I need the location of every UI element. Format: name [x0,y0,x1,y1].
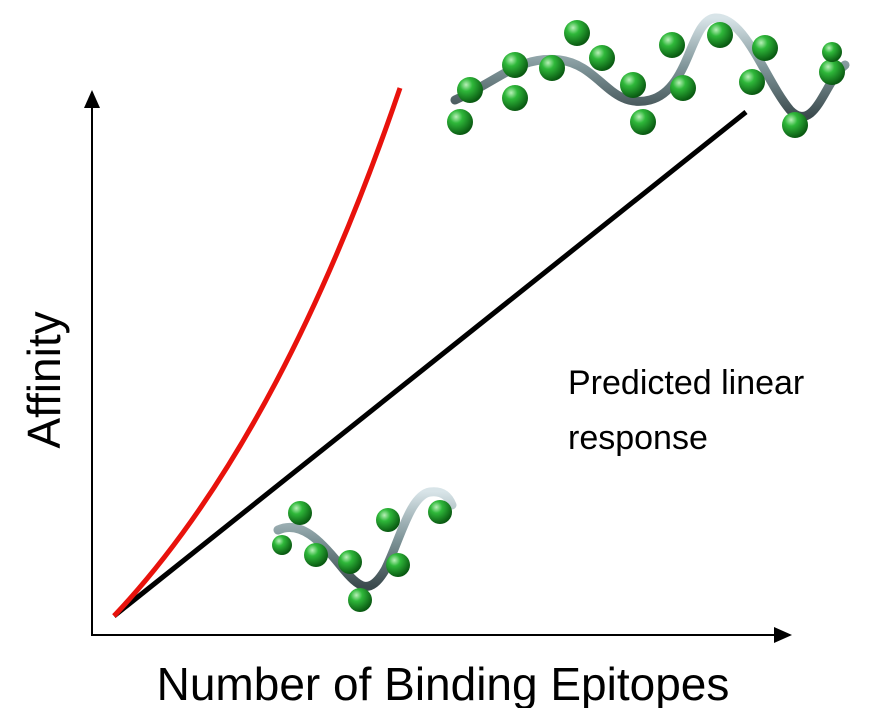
annotation-line: response [568,419,708,457]
y-axis-label: Affinity [18,311,70,448]
annotation-line: Predicted linear [568,364,804,402]
x-axis-label: Number of Binding Epitopes [157,658,730,708]
observed-curve [114,88,400,616]
diagram: Affinity Number of Binding Epitopes Pred… [0,0,879,708]
molecule-small [272,492,452,612]
molecule-large [447,18,845,138]
